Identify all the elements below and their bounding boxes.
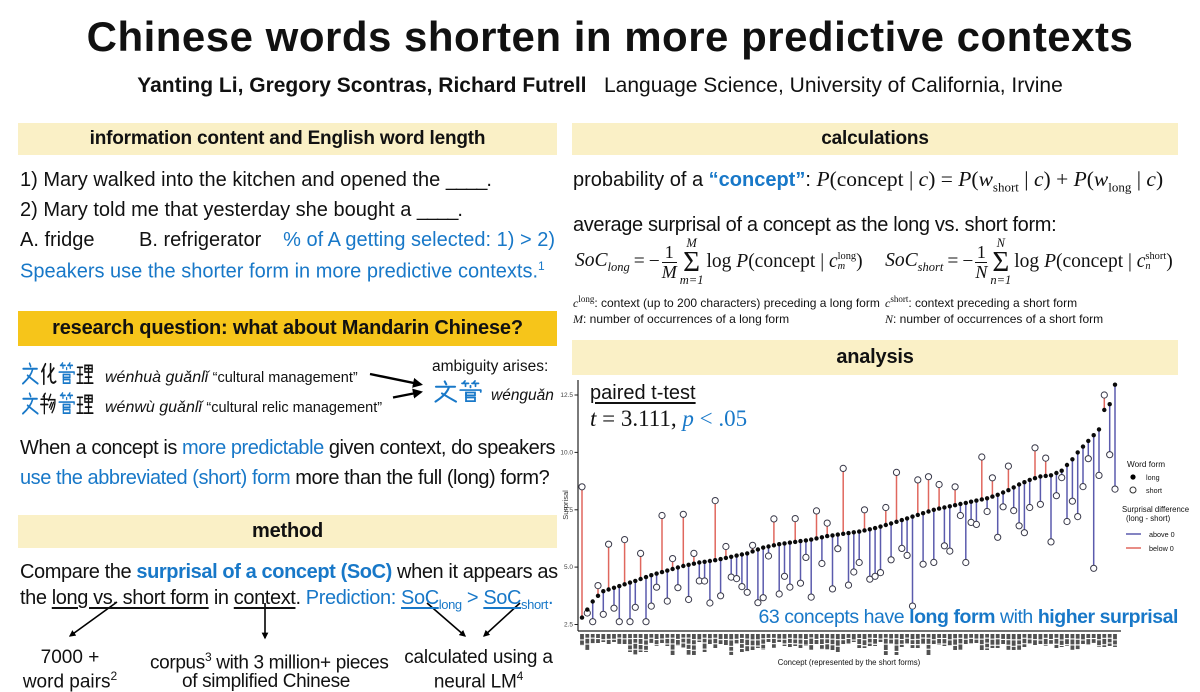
svg-text:long: long: [1146, 473, 1160, 482]
svg-text:(long - short): (long - short): [1126, 514, 1171, 523]
svg-text:2.5: 2.5: [564, 622, 573, 629]
svg-text:Concept (represented by the sh: Concept (represented by the short forms): [778, 658, 921, 667]
svg-text:10.0: 10.0: [560, 449, 573, 456]
svg-text:Word form: Word form: [1127, 460, 1165, 469]
svg-text:below 0: below 0: [1149, 544, 1174, 553]
svg-text:short: short: [1146, 486, 1162, 495]
svg-text:Surprisal difference: Surprisal difference: [1122, 505, 1189, 514]
svg-text:5.0: 5.0: [564, 564, 573, 571]
svg-text:above 0: above 0: [1149, 530, 1175, 539]
svg-text:12.5: 12.5: [560, 392, 573, 399]
svg-text:Surprisal: Surprisal: [561, 490, 570, 520]
